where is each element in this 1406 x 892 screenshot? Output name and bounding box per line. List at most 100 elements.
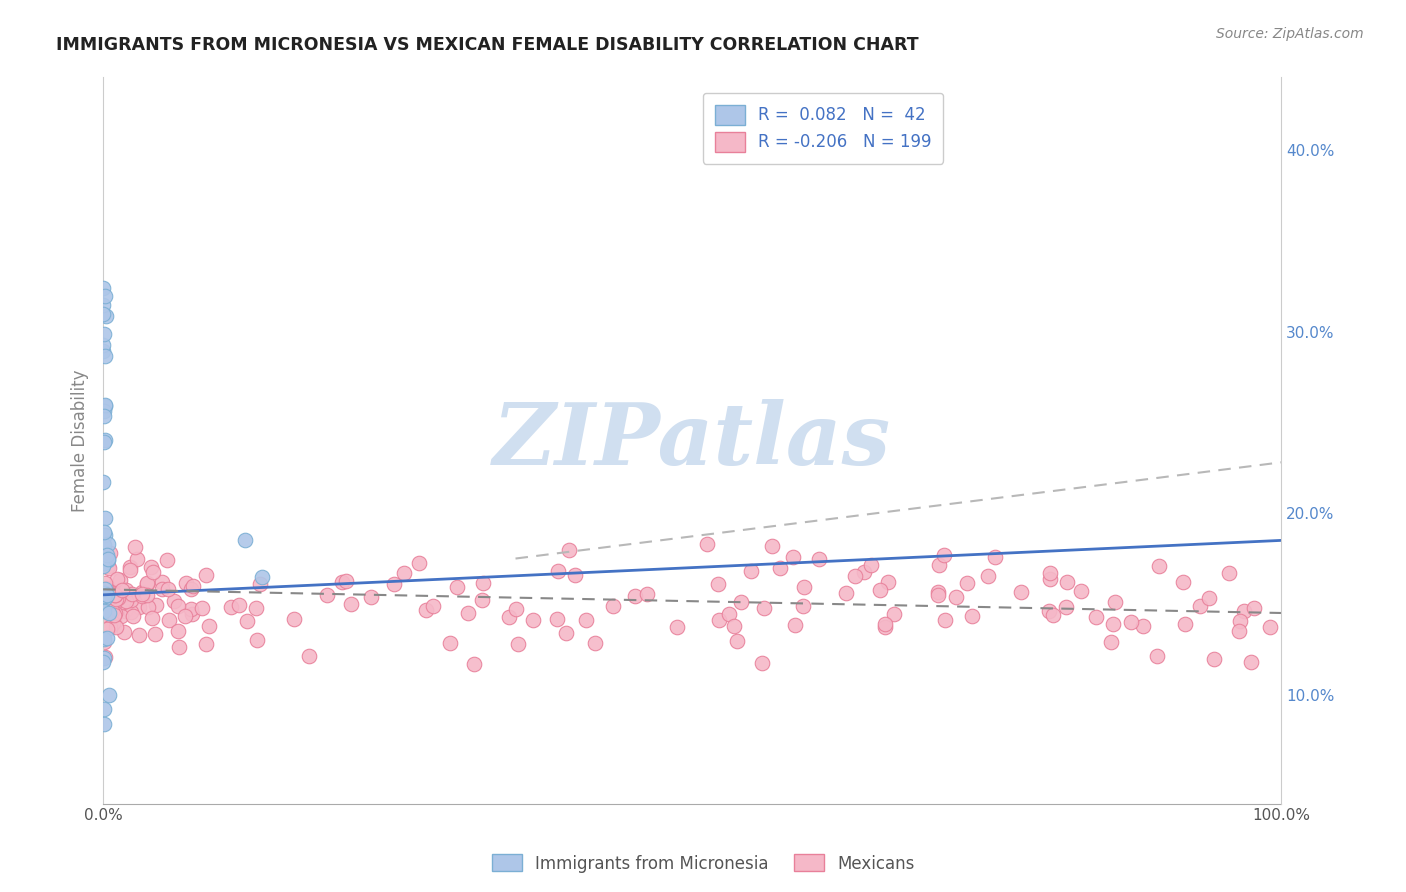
Point — [163, 594, 186, 608]
Point — [93, 604, 115, 618]
Point — [97, 559, 120, 574]
Point — [1240, 655, 1263, 669]
Point — [181, 579, 204, 593]
Point — [128, 628, 150, 642]
Point — [463, 657, 485, 672]
Point — [101, 591, 124, 606]
Point — [103, 597, 125, 611]
Point — [93, 556, 115, 570]
Point — [115, 594, 138, 608]
Point — [131, 589, 153, 603]
Point — [228, 598, 250, 612]
Point — [180, 602, 202, 616]
Point — [439, 636, 461, 650]
Point — [114, 587, 136, 601]
Point — [103, 598, 125, 612]
Point — [93, 615, 115, 629]
Point — [1146, 649, 1168, 664]
Point — [120, 591, 142, 606]
Point — [233, 533, 256, 548]
Point — [96, 631, 118, 645]
Point — [104, 588, 127, 602]
Point — [1174, 617, 1197, 632]
Point — [457, 606, 479, 620]
Point — [522, 613, 544, 627]
Point — [103, 586, 125, 600]
Point — [101, 604, 124, 618]
Point — [94, 510, 117, 524]
Point — [471, 593, 494, 607]
Point — [555, 626, 578, 640]
Point — [110, 590, 132, 604]
Point — [180, 607, 202, 622]
Point — [96, 548, 118, 562]
Point — [139, 559, 162, 574]
Point — [93, 702, 115, 716]
Point — [93, 525, 115, 540]
Point — [316, 588, 339, 602]
Point — [98, 606, 121, 620]
Point — [236, 614, 259, 628]
Point — [91, 307, 114, 321]
Point — [93, 404, 115, 418]
Point — [111, 582, 134, 597]
Point — [93, 590, 115, 604]
Point — [91, 588, 114, 602]
Point — [422, 599, 444, 613]
Point — [875, 617, 897, 632]
Point — [602, 599, 624, 613]
Point — [1056, 575, 1078, 590]
Point — [1198, 591, 1220, 605]
Legend: Immigrants from Micronesia, Mexicans: Immigrants from Micronesia, Mexicans — [485, 847, 921, 880]
Point — [546, 612, 568, 626]
Point — [94, 289, 117, 303]
Point — [983, 550, 1005, 565]
Point — [159, 613, 181, 627]
Point — [1039, 566, 1062, 580]
Point — [583, 636, 606, 650]
Point — [1132, 619, 1154, 633]
Point — [1218, 566, 1240, 580]
Point — [118, 559, 141, 574]
Point — [564, 567, 586, 582]
Point — [93, 433, 115, 447]
Point — [142, 565, 165, 579]
Point — [93, 635, 115, 649]
Point — [717, 607, 740, 621]
Point — [219, 600, 242, 615]
Point — [110, 608, 132, 623]
Point — [751, 656, 773, 670]
Point — [115, 582, 138, 597]
Point — [107, 591, 129, 606]
Point — [118, 563, 141, 577]
Point — [360, 590, 382, 604]
Point — [1202, 652, 1225, 666]
Point — [94, 624, 117, 639]
Point — [298, 649, 321, 664]
Point — [105, 591, 128, 606]
Point — [623, 589, 645, 603]
Point — [108, 574, 131, 588]
Point — [94, 581, 117, 595]
Point — [120, 605, 142, 619]
Point — [135, 575, 157, 590]
Point — [472, 576, 495, 591]
Point — [105, 620, 128, 634]
Point — [96, 622, 118, 636]
Point — [143, 627, 166, 641]
Point — [103, 611, 125, 625]
Point — [94, 582, 117, 596]
Point — [415, 603, 437, 617]
Point — [1119, 615, 1142, 629]
Point — [927, 588, 949, 602]
Point — [167, 640, 190, 654]
Point — [93, 588, 115, 602]
Point — [723, 619, 745, 633]
Point — [91, 281, 114, 295]
Point — [195, 637, 218, 651]
Legend: R =  0.082   N =  42, R = -0.206   N = 199: R = 0.082 N = 42, R = -0.206 N = 199 — [703, 93, 943, 164]
Point — [94, 576, 117, 591]
Point — [665, 619, 688, 633]
Point — [120, 593, 142, 607]
Point — [122, 608, 145, 623]
